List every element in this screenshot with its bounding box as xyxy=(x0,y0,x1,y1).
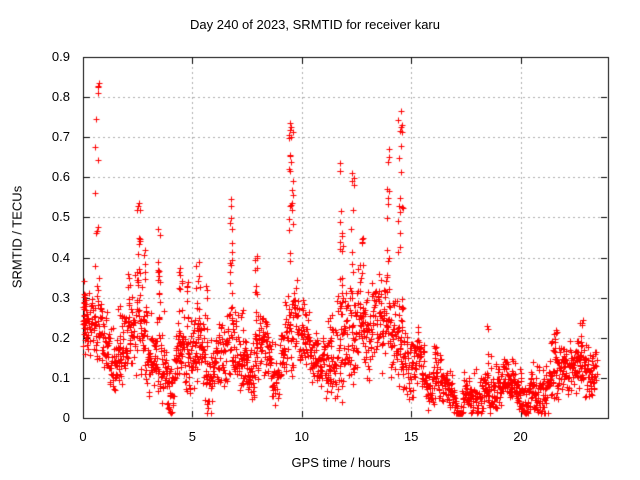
x-tick-label: 15 xyxy=(403,429,419,444)
x-tick-label: 5 xyxy=(188,429,196,444)
chart-title: Day 240 of 2023, SRMTID for receiver kar… xyxy=(190,17,440,32)
y-tick-label: 0.9 xyxy=(51,49,70,64)
y-tick-label: 0.7 xyxy=(51,129,70,145)
y-tick-label: 0.2 xyxy=(51,329,70,345)
y-tick-label: 0.4 xyxy=(51,249,70,265)
x-tick-label: 10 xyxy=(294,429,309,444)
x-tick-label: 0 xyxy=(79,429,87,444)
y-axis-label: SRMTID / TECUs xyxy=(9,185,25,289)
y-tick-label: 0.6 xyxy=(51,169,70,185)
y-tick-label: 0.3 xyxy=(51,289,70,305)
x-tick-label: 20 xyxy=(513,429,528,444)
y-tick-label: 0 xyxy=(62,410,70,425)
y-tick-label: 0.5 xyxy=(51,209,70,225)
y-tick-label: 0.1 xyxy=(51,369,70,385)
y-tick-label: 0.8 xyxy=(51,89,70,105)
x-axis-label: GPS time / hours xyxy=(291,455,391,470)
